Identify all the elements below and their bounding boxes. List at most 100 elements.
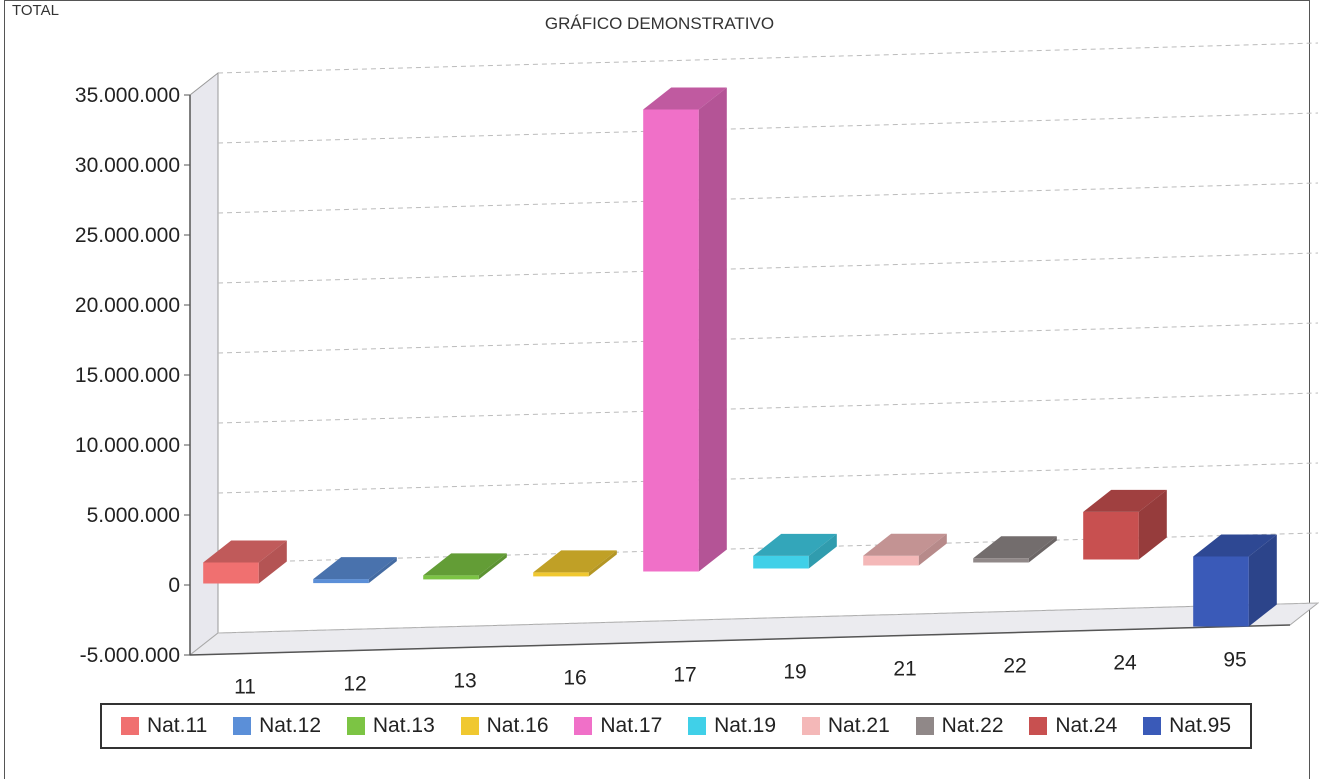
bar-side — [1138, 489, 1167, 560]
bar-front — [313, 579, 369, 584]
chart-frame — [4, 0, 1310, 779]
bar-side — [808, 533, 837, 569]
x-axis-line — [189, 624, 1291, 656]
x-tick-label: 24 — [1113, 652, 1137, 675]
total-label: TOTAL — [12, 2, 59, 19]
bar-front — [863, 555, 919, 566]
gridline — [217, 252, 1319, 284]
gridline — [217, 322, 1319, 354]
legend-label: Nat.16 — [486, 714, 549, 737]
y-tick-label: 5.000.000 — [87, 504, 180, 527]
bar-nat-12 — [313, 557, 397, 584]
legend-label: Nat.24 — [1055, 714, 1118, 737]
x-tick-label: 13 — [453, 670, 476, 693]
bar-top — [423, 553, 507, 576]
bar-top — [533, 550, 617, 573]
legend-swatch — [460, 717, 479, 735]
legend-label: Nat.12 — [259, 714, 322, 737]
legend-swatch — [346, 717, 365, 735]
bar-front — [423, 575, 479, 580]
chart-title: GRÁFICO DEMONSTRATIVO — [544, 14, 775, 33]
bar-front — [533, 572, 589, 577]
bar-top — [203, 540, 287, 563]
x-tick-label: 17 — [673, 664, 696, 687]
bar-nat-22 — [973, 536, 1057, 563]
y-tick-label: 35.000.000 — [75, 84, 180, 107]
x-tick-label: 95 — [1223, 649, 1246, 672]
bar-side — [588, 550, 617, 577]
gridline — [217, 462, 1319, 494]
legend-item: Nat.19 — [688, 714, 776, 738]
legend-item: Nat.21 — [801, 714, 890, 738]
y-axis-ticks: 35.000.000 30.000.000 25.000.000 20.000.000… — [75, 84, 190, 667]
x-tick-label: 11 — [234, 676, 256, 699]
chart-walls — [188, 71, 1319, 657]
bar-nat-21 — [863, 533, 947, 566]
legend-item: Nat.12 — [233, 714, 321, 738]
y-tick-label: 15.000.000 — [75, 364, 180, 387]
bar-front — [643, 109, 699, 572]
bar-nat-24 — [1083, 489, 1167, 560]
legend-swatch — [1029, 717, 1048, 735]
bar-top — [1193, 534, 1277, 557]
bar-nat-16 — [533, 550, 617, 577]
bar-front — [753, 555, 809, 569]
legend-label: Nat.21 — [827, 714, 890, 737]
y-tick-label: 0 — [168, 574, 180, 597]
x-tick-label: 12 — [343, 673, 366, 696]
legend-swatch — [688, 717, 707, 735]
bar-top — [643, 87, 727, 110]
bar-chart: 35.000.000 30.000.000 25.000.000 20.000.000… — [75, 42, 1319, 699]
bar-nat-13 — [423, 553, 507, 580]
x-tick-label: 16 — [563, 667, 586, 690]
legend-item: Nat.95 — [1143, 714, 1231, 738]
y-tick-label: 30.000.000 — [75, 154, 180, 177]
x-tick-label: 22 — [1003, 655, 1026, 678]
bar-top — [863, 533, 947, 556]
bar-top — [1083, 489, 1167, 512]
bar-nat-17 — [643, 87, 727, 572]
bar-side — [478, 553, 507, 580]
legend-swatch — [801, 717, 820, 735]
x-axis-ticks: 11 12 13 16 17 19 21 22 24 95 — [234, 649, 1247, 699]
bar-top — [973, 536, 1057, 559]
x-tick-label: 21 — [893, 658, 916, 681]
legend-item: Nat.24 — [1029, 714, 1117, 738]
y-tick-label: -5.000.000 — [80, 644, 180, 667]
bar-side — [698, 87, 727, 572]
gridline — [217, 602, 1319, 634]
legend-label: Nat.22 — [941, 714, 1004, 737]
bar-nat-11 — [203, 540, 287, 584]
legend-swatch — [574, 717, 593, 735]
legend-label: Nat.13 — [372, 714, 435, 737]
bar-side — [1028, 536, 1057, 563]
legend-swatch — [120, 717, 139, 735]
legend-label: Nat.19 — [714, 714, 777, 737]
legend-label: Nat.11 — [146, 714, 208, 737]
bar-front — [1083, 511, 1139, 560]
legend: Nat.11 Nat.12 Nat.13 Nat.16 Nat.17 Nat.19 Nat.… — [100, 703, 1252, 749]
gridline — [217, 42, 1319, 74]
y-tick-label: 10.000.000 — [75, 434, 180, 457]
legend-item: Nat.16 — [460, 714, 549, 738]
bar-top — [753, 533, 837, 556]
bar-nat-95 — [1193, 534, 1277, 627]
legend-item: Nat.22 — [915, 714, 1004, 738]
bar-top — [313, 557, 397, 580]
bars — [203, 87, 1277, 627]
legend-label: Nat.17 — [600, 714, 663, 737]
gridline — [217, 112, 1319, 144]
bar-front — [1193, 556, 1249, 627]
y-tick-label: 25.000.000 — [75, 224, 180, 247]
legend-item: Nat.17 — [574, 714, 662, 738]
bar-side — [1248, 534, 1277, 627]
legend-item: Nat.11 — [120, 714, 208, 738]
gridline — [217, 182, 1319, 214]
legend-swatch — [233, 717, 252, 735]
y-tick-label: 20.000.000 — [75, 294, 180, 317]
bar-side — [918, 533, 947, 566]
gridline — [217, 392, 1319, 424]
legend-item: Nat.13 — [346, 714, 435, 738]
bar-front — [973, 558, 1029, 563]
legend-swatch — [915, 717, 934, 735]
